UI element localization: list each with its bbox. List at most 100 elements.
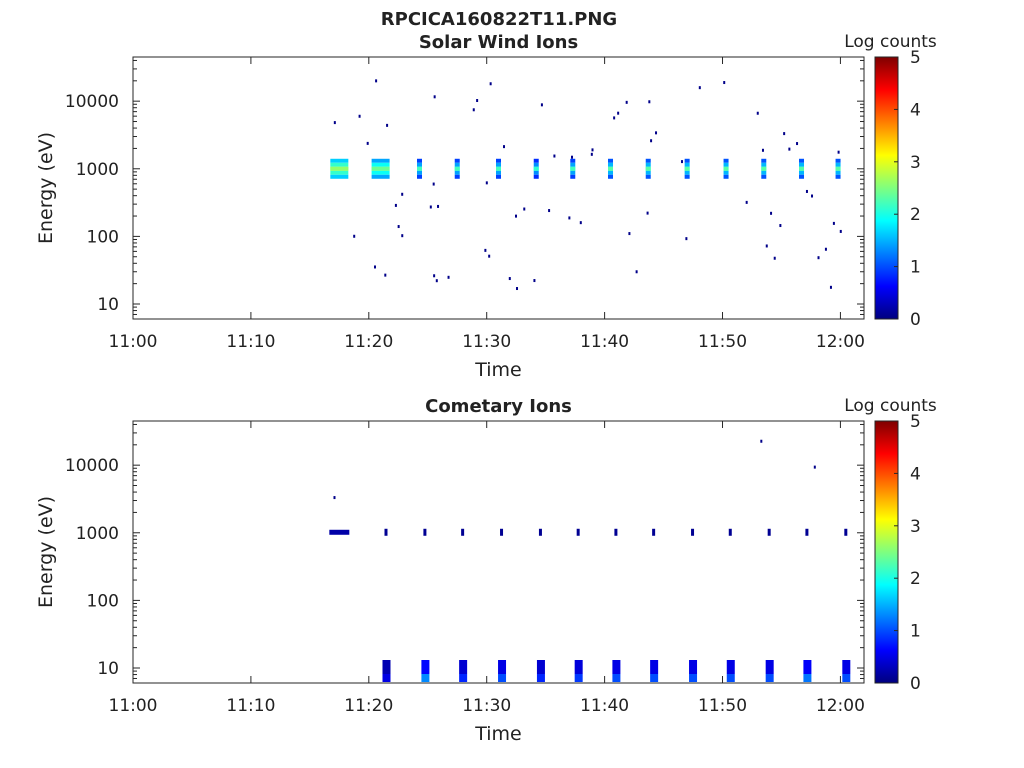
data-cell — [650, 660, 659, 675]
data-cell — [538, 528, 542, 536]
data-cell — [617, 111, 620, 115]
data-cell — [429, 205, 432, 209]
data-cell — [401, 234, 404, 238]
data-cell — [476, 99, 479, 103]
data-peak — [533, 166, 539, 171]
data-cell — [613, 116, 616, 120]
y-tick-label: 100 — [87, 591, 119, 611]
data-peak — [765, 674, 774, 683]
plot-area — [133, 421, 864, 683]
data-peak — [803, 674, 812, 683]
data-cell — [533, 162, 539, 167]
data-peak — [329, 529, 350, 535]
colorbar-tick-label: 1 — [910, 258, 921, 278]
data-cell — [333, 121, 336, 125]
data-cell — [397, 225, 400, 229]
data-cell — [433, 95, 436, 99]
data-cell — [691, 528, 695, 536]
data-cell — [844, 528, 848, 536]
x-tick-label: 11:40 — [580, 696, 629, 716]
data-cell — [698, 86, 701, 90]
data-layer — [329, 439, 851, 683]
data-cell — [761, 148, 764, 152]
data-peak — [498, 674, 507, 683]
data-cell — [842, 660, 851, 675]
data-cell — [394, 203, 397, 207]
panel-title: Cometary Ions — [425, 396, 572, 417]
colorbar-tick-label: 4 — [910, 464, 921, 484]
data-cell — [723, 162, 729, 167]
data-cell — [516, 287, 519, 291]
data-cell — [421, 660, 430, 675]
y-tick-label: 100 — [87, 227, 119, 247]
colorbar-tick-label: 5 — [910, 412, 921, 432]
data-cell — [608, 158, 614, 163]
data-cell — [645, 158, 651, 163]
data-peak — [421, 674, 430, 683]
data-cell — [373, 265, 376, 269]
data-cell — [333, 496, 336, 500]
data-peak — [835, 166, 841, 171]
data-cell — [496, 174, 501, 179]
data-cell — [536, 660, 545, 675]
data-cell — [625, 100, 628, 104]
x-tick-label: 11:50 — [698, 696, 747, 716]
data-cell — [645, 170, 651, 175]
data-cell — [811, 194, 814, 198]
y-tick-label: 1000 — [76, 160, 119, 180]
data-cell — [805, 189, 808, 193]
x-tick-label: 12:00 — [816, 696, 865, 716]
data-cell — [382, 660, 391, 675]
data-peak — [842, 674, 851, 683]
x-tick-label: 12:00 — [816, 332, 865, 352]
data-cell — [612, 660, 621, 675]
data-cell — [417, 162, 423, 167]
data-peak — [650, 674, 659, 683]
data-cell — [496, 162, 501, 167]
data-peak — [371, 166, 390, 171]
x-tick-label: 11:30 — [462, 696, 511, 716]
colorbar-tick-label: 3 — [910, 153, 921, 173]
data-cell — [608, 162, 614, 167]
data-cell — [432, 182, 435, 186]
data-cell — [454, 158, 460, 163]
data-cell — [839, 229, 842, 233]
data-cell — [805, 528, 809, 536]
data-cell — [485, 181, 488, 185]
data-cell — [723, 174, 729, 179]
data-cell — [533, 158, 539, 163]
data-cell — [435, 279, 438, 283]
x-tick-label: 11:30 — [462, 332, 511, 352]
data-cell — [574, 660, 583, 675]
data-cell — [837, 150, 840, 154]
data-cell — [548, 209, 551, 213]
data-cell — [533, 170, 539, 175]
data-cell — [765, 244, 768, 248]
data-cell — [433, 274, 436, 278]
data-cell — [454, 162, 460, 167]
x-tick-label: 11:00 — [109, 332, 158, 352]
data-cell — [645, 174, 651, 179]
data-cell — [684, 162, 690, 167]
data-cell — [835, 158, 841, 163]
colorbar-tick-label: 5 — [910, 48, 921, 68]
data-cell — [371, 174, 390, 179]
data-cell — [330, 174, 349, 179]
data-cell — [767, 528, 771, 536]
data-cell — [628, 232, 631, 236]
figure-title: RPCICA160822T11.PNG — [381, 9, 617, 30]
data-cell — [570, 174, 576, 179]
data-cell — [655, 131, 658, 135]
data-cell — [401, 192, 404, 196]
data-cell — [760, 439, 763, 443]
data-cell — [570, 170, 576, 175]
data-peak — [382, 674, 391, 683]
data-cell — [761, 170, 767, 175]
data-cell — [591, 148, 594, 152]
data-cell — [799, 162, 805, 167]
data-cell — [723, 81, 726, 85]
data-cell — [570, 158, 576, 163]
colorbar-tick-label: 4 — [910, 100, 921, 120]
data-cell — [330, 162, 349, 167]
